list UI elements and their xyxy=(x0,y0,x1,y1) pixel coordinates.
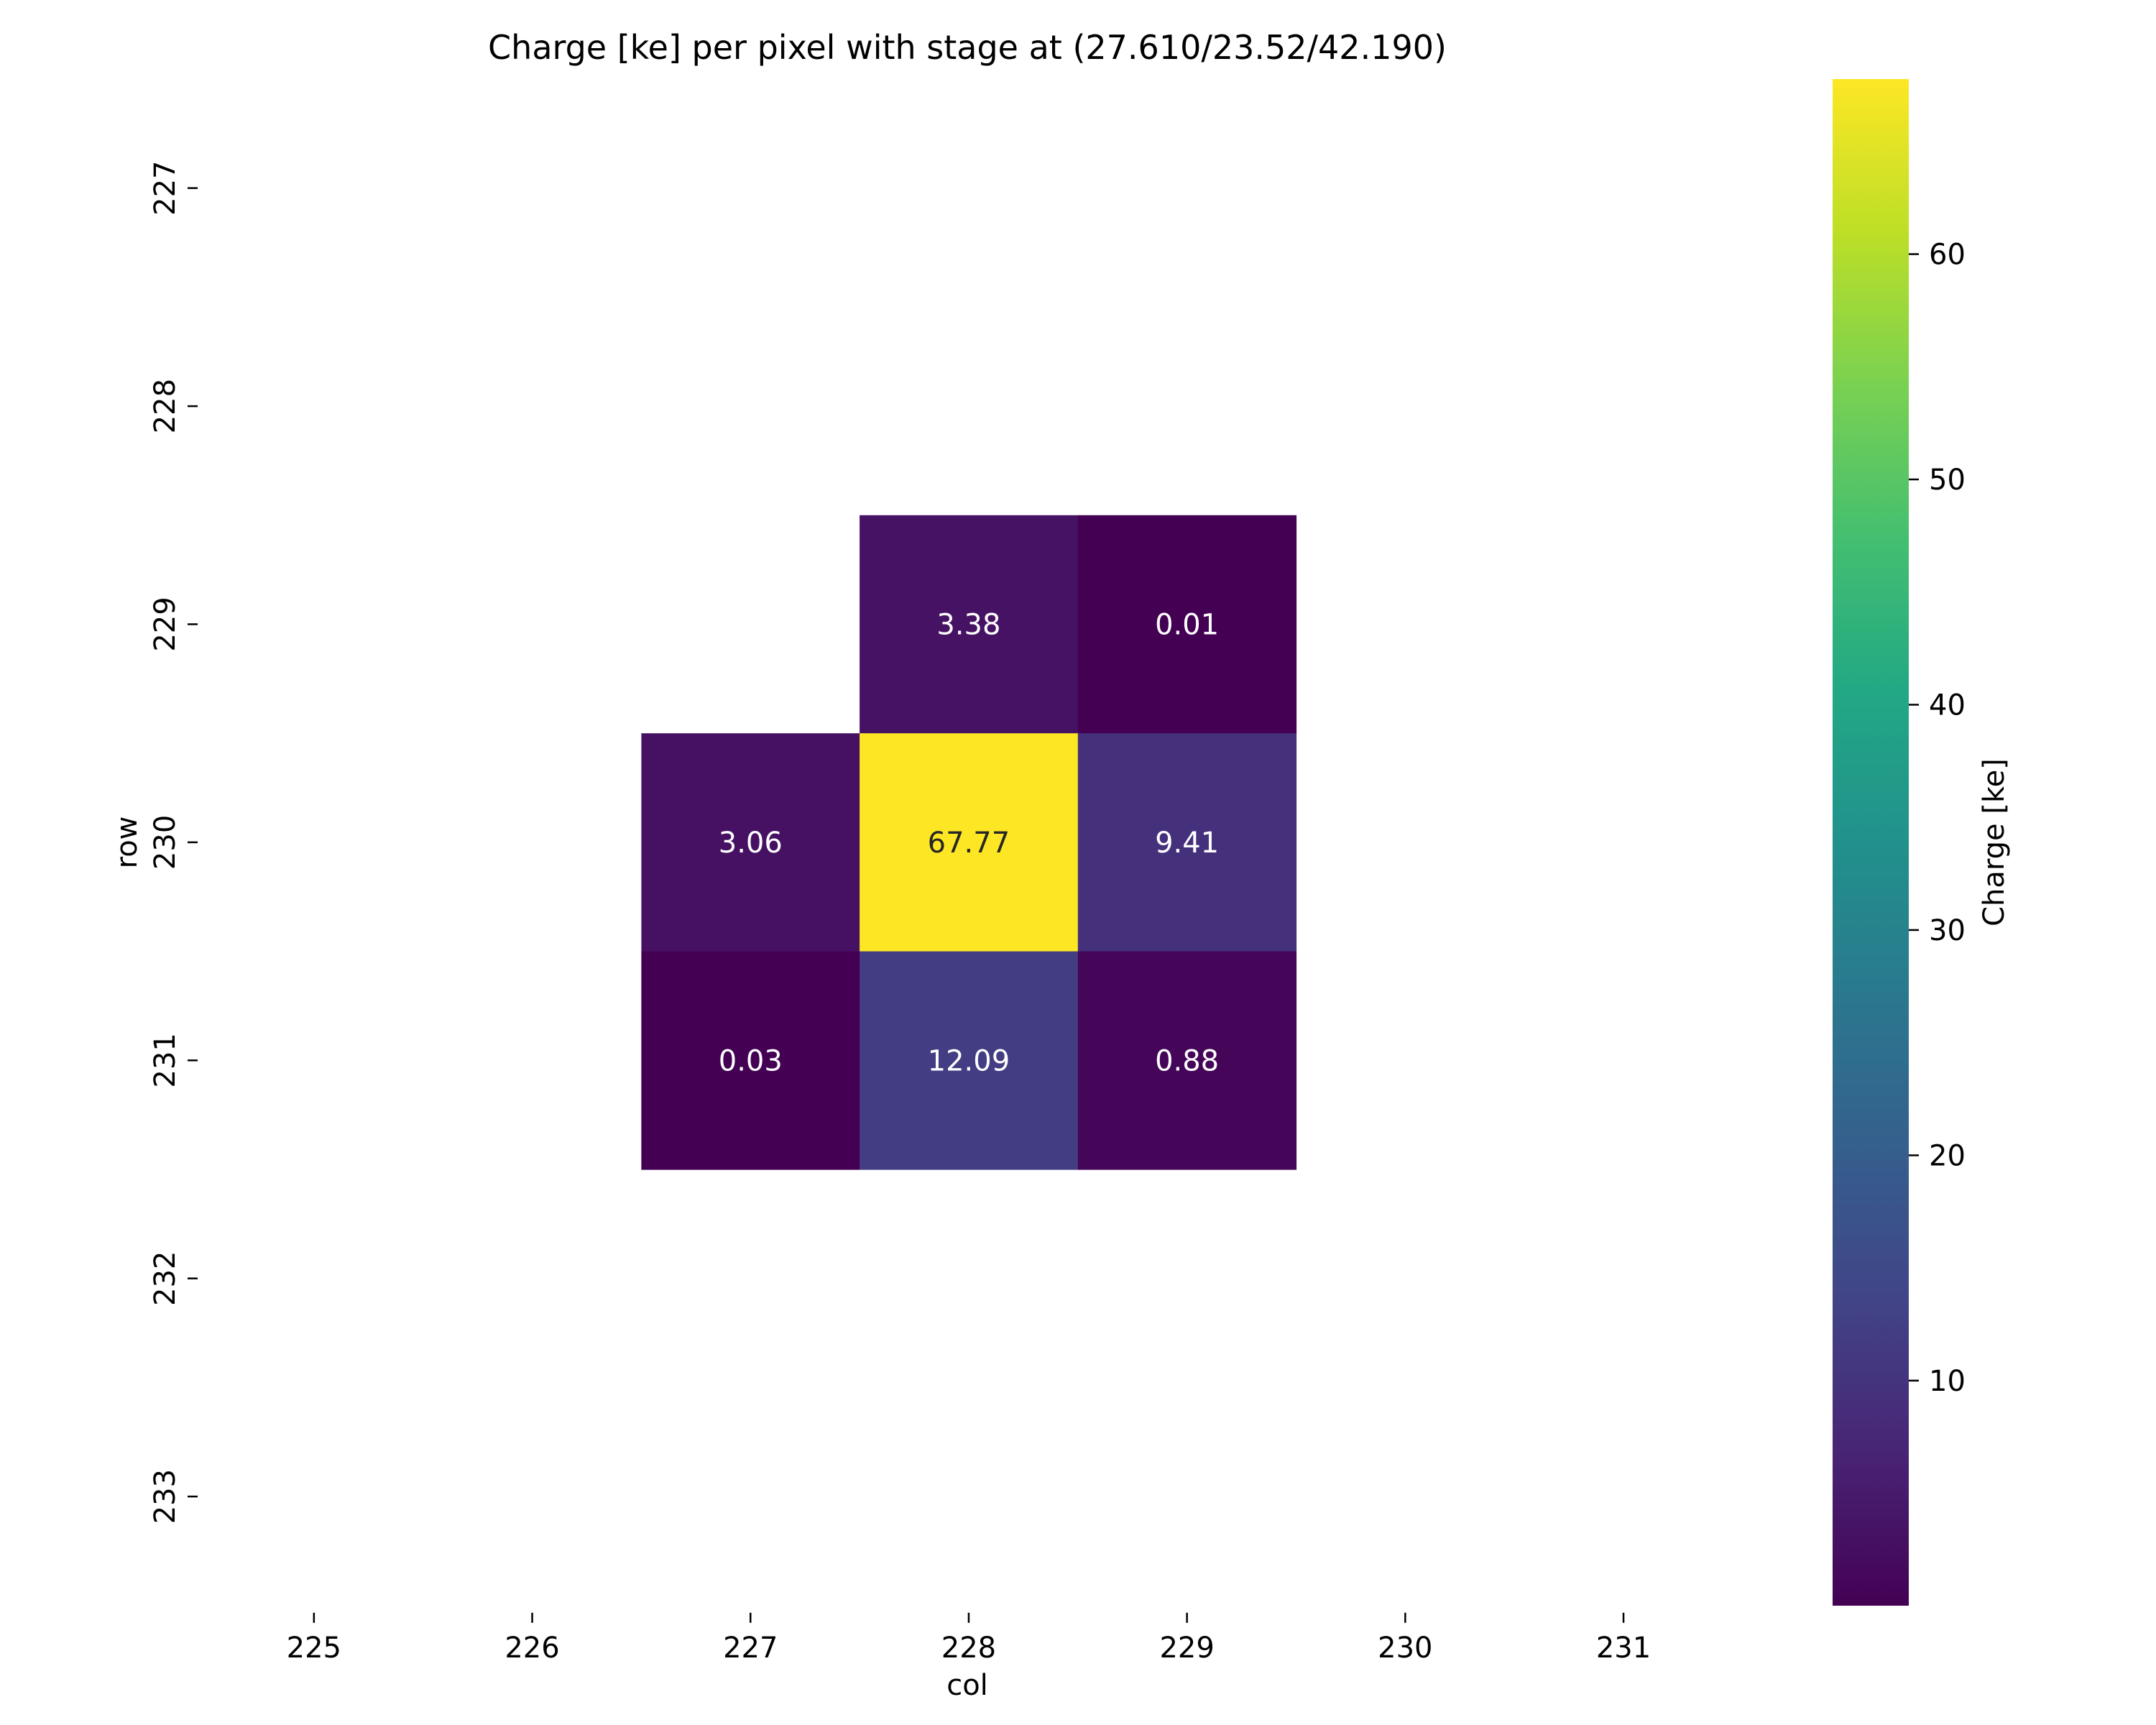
y-tick-label: 229 xyxy=(149,597,182,651)
x-tick-label: 227 xyxy=(723,1632,778,1665)
heatmap-cell-229-228 xyxy=(860,515,1079,734)
y-axis: 227 228 229 230 231 232 233 xyxy=(149,161,198,1524)
colorbar-tick-label: 20 xyxy=(1929,1139,1966,1172)
chart-title: Charge [ke] per pixel with stage at (27.… xyxy=(488,28,1447,67)
colorbar-tick-label: 30 xyxy=(1929,914,1966,947)
y-tick-label: 228 xyxy=(149,379,182,433)
x-tick-label: 229 xyxy=(1159,1632,1214,1665)
cell-value-label: 12.09 xyxy=(928,1044,1010,1077)
cell-value-label: 0.03 xyxy=(719,1044,783,1077)
heatmap-cell-230-227 xyxy=(641,733,860,952)
cell-value-label: 0.88 xyxy=(1155,1044,1219,1077)
cell-value-label: 67.77 xyxy=(928,827,1010,860)
x-tick-label: 230 xyxy=(1378,1632,1432,1665)
y-tick-label: 233 xyxy=(149,1469,182,1524)
colorbar-tick-label: 40 xyxy=(1929,689,1966,722)
cell-value-label: 9.41 xyxy=(1155,827,1219,860)
cell-value-label: 0.01 xyxy=(1155,609,1219,642)
heatmap-cell-231-227 xyxy=(641,951,860,1170)
heatmap-cell-230-229 xyxy=(1077,733,1297,952)
x-axis-label: col xyxy=(946,1669,988,1702)
heatmap-cell-231-229 xyxy=(1077,951,1297,1170)
y-tick-label: 227 xyxy=(149,161,182,216)
heatmap-cell-231-228 xyxy=(860,951,1079,1170)
x-tick-label: 231 xyxy=(1596,1632,1651,1665)
colorbar-label: Charge [ke] xyxy=(1978,758,2011,926)
heatmap-cell-229-229 xyxy=(1077,515,1297,734)
colorbar-tick-label: 60 xyxy=(1929,239,1966,272)
cell-value-label: 3.06 xyxy=(719,827,783,860)
y-tick-label: 231 xyxy=(149,1033,182,1087)
y-tick-label: 230 xyxy=(149,815,182,870)
x-tick-label: 228 xyxy=(941,1632,996,1665)
cell-value-label: 3.38 xyxy=(936,609,1000,642)
heatmap-cell-230-228 xyxy=(860,733,1079,952)
colorbar-tick-label: 10 xyxy=(1929,1365,1966,1398)
y-tick-label: 232 xyxy=(149,1251,182,1306)
y-axis-label: row xyxy=(111,816,144,869)
colorbar-gradient xyxy=(1833,79,1909,1606)
x-tick-label: 225 xyxy=(287,1632,341,1665)
heatmap-cells: 3.38 0.01 3.06 67.77 9.41 0.03 12.09 0.88 xyxy=(641,515,1297,1170)
x-tick-label: 226 xyxy=(505,1632,559,1665)
colorbar-tick-label: 50 xyxy=(1929,464,1966,497)
x-axis: 225 226 227 228 229 230 231 xyxy=(287,1612,1651,1665)
colorbar: 10 20 30 40 50 60 xyxy=(1833,79,1966,1606)
